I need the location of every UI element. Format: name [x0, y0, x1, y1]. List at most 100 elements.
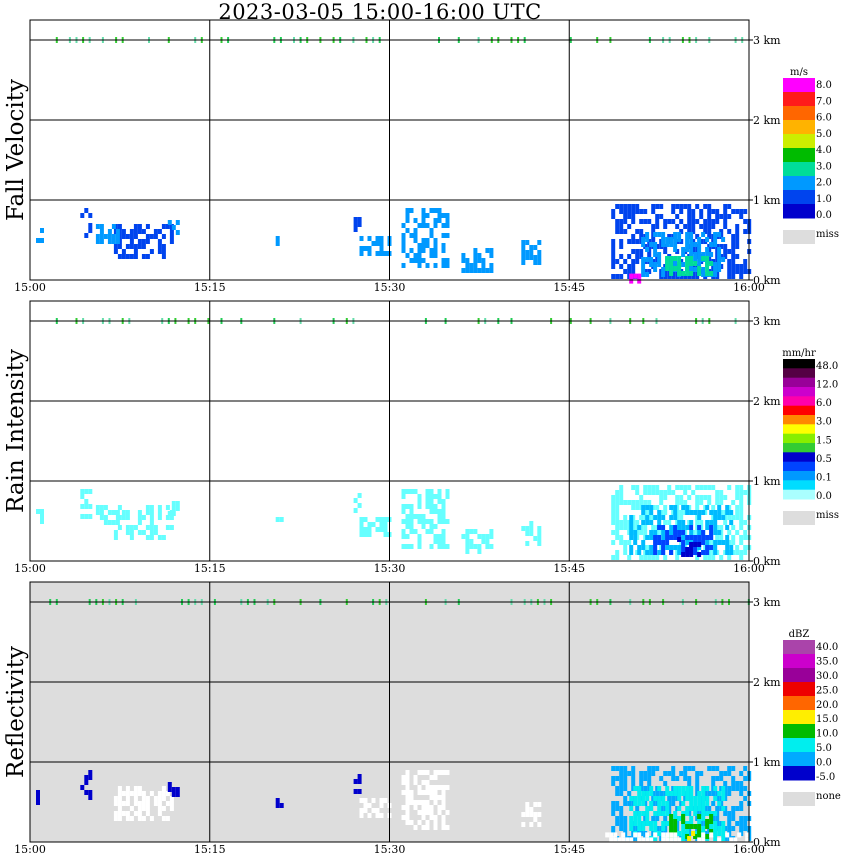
colorbar-swatch [783, 452, 815, 463]
y-tick-label: 0 km [753, 836, 781, 849]
echo-region [275, 517, 284, 522]
colorbar-label: 6.0 [816, 113, 832, 124]
y-tick-label: 2 km [753, 676, 781, 689]
echo-region [665, 256, 714, 276]
x-tick-label: 15:45 [553, 562, 585, 575]
colorbar-label: 2.0 [816, 178, 832, 189]
colorbar-label: 15.0 [816, 714, 838, 725]
colorbar-label: 25.0 [816, 685, 838, 696]
x-tick-label: 15:30 [374, 562, 406, 575]
echo-region [80, 489, 93, 519]
echo-region [521, 802, 542, 827]
x-tick-label: 15:30 [374, 843, 406, 856]
colorbar-swatch [783, 461, 815, 472]
colorbar-swatch [783, 424, 815, 435]
echo-region [36, 790, 40, 805]
colorbar-swatch [783, 668, 815, 683]
colorbar-label: 6.0 [816, 398, 832, 409]
colorbar-unit: m/s [790, 67, 808, 78]
colorbar-swatch [783, 766, 815, 781]
colorbar-label: 35.0 [816, 656, 838, 667]
colorbar-swatch [783, 696, 815, 711]
echo-region [677, 537, 702, 557]
grid-lines [30, 582, 749, 842]
colorbar-label: 3.0 [816, 161, 832, 172]
y-tick-label: 0 km [753, 274, 781, 287]
colorbar-swatch [783, 377, 815, 388]
colorbar-miss-swatch [783, 230, 815, 244]
colorbar-label: 3.0 [816, 417, 832, 428]
colorbar-swatch [783, 415, 815, 425]
panel-fall-velocity: 15:00 15:15 15:30 15:45 16:00 3 km 2 km 1 km 0 k… [3, 19, 839, 294]
colorbar-label: 10.0 [816, 729, 838, 740]
colorbar-swatch [783, 148, 815, 163]
colorbar-label: 7.0 [816, 96, 832, 107]
colorbar-swatch [783, 682, 815, 697]
panel-ylabel: Reflectivity [3, 646, 29, 778]
x-tick-label: 15:15 [194, 843, 226, 856]
colorbar-miss-label: miss [816, 510, 839, 521]
echo-region [401, 489, 450, 549]
colorbar-label: 30.0 [816, 671, 838, 682]
echo-region [353, 217, 362, 232]
colorbar-swatch [783, 489, 815, 500]
colorbar: dBZ 40.0 35.0 30.0 25.0 20.0 15.0 10.0 5.0 0.0 -5.… [783, 629, 841, 806]
y-tick-label: 1 km [753, 194, 781, 207]
echo-region [167, 782, 180, 797]
echo-region [80, 208, 93, 238]
echo-region [113, 786, 174, 821]
colorbar-swatch [783, 738, 815, 753]
x-tick-label: 15:45 [553, 281, 585, 294]
colorbar-label: 1.0 [816, 194, 832, 205]
colorbar-unit: dBZ [789, 629, 810, 640]
x-tick-label: 15:00 [14, 843, 46, 856]
colorbar-label: 0.0 [816, 758, 832, 769]
echo-region [275, 236, 280, 246]
echo-region [461, 529, 494, 554]
grid-lines [30, 20, 749, 280]
x-tick-label: 16:00 [733, 843, 765, 856]
echo-region [401, 208, 450, 268]
echo-region [605, 832, 750, 843]
colorbar-swatch [783, 387, 815, 397]
x-tick-label: 16:00 [733, 562, 765, 575]
colorbar-label: -5.0 [816, 772, 835, 783]
colorbar-miss-label: none [816, 791, 841, 802]
colorbar-label: 0.5 [816, 454, 832, 465]
echo-region [167, 501, 180, 516]
colorbar-label: 48.0 [816, 361, 838, 372]
echo-region [95, 224, 120, 244]
echo-region [401, 770, 450, 830]
colorbar-swatch [783, 654, 815, 669]
colorbar-swatch [783, 134, 815, 149]
colorbar-label: 40.0 [816, 642, 838, 653]
x-tick-label: 16:00 [733, 281, 765, 294]
x-tick-label: 15:15 [194, 562, 226, 575]
echo-region [353, 774, 362, 794]
colorbar-swatch [783, 120, 815, 135]
panel-ylabel: Fall Velocity [3, 79, 29, 221]
y-tick-label: 3 km [753, 596, 781, 609]
colorbar-swatch [783, 162, 815, 177]
echo-region [95, 505, 120, 525]
echo-region [167, 220, 180, 235]
echo-region [353, 493, 362, 513]
colorbar-label: 0.1 [816, 472, 832, 483]
colorbar-label: 1.5 [816, 435, 832, 446]
colorbar-label: 0.0 [816, 491, 832, 502]
colorbar-unit: mm/hr [782, 348, 816, 359]
panels-group: 15:00 15:15 15:30 15:45 16:00 3 km 2 km 1 km 0 k… [3, 19, 841, 856]
y-tick-label: 1 km [753, 756, 781, 769]
colorbar-swatch [783, 710, 815, 725]
colorbar-swatch [783, 78, 815, 93]
colorbar-miss-swatch [783, 792, 815, 806]
echo-region [521, 240, 542, 265]
colorbar-label: 12.0 [816, 380, 838, 391]
colorbar-label: 20.0 [816, 700, 838, 711]
colorbar-swatch [783, 724, 815, 739]
colorbar: m/s 8.0 7.0 6.0 5.0 4.0 3.0 2.0 1.0 0.0 miss [783, 67, 839, 244]
echo-region [80, 770, 93, 800]
panel-ylabel: Rain Intensity [3, 349, 29, 513]
